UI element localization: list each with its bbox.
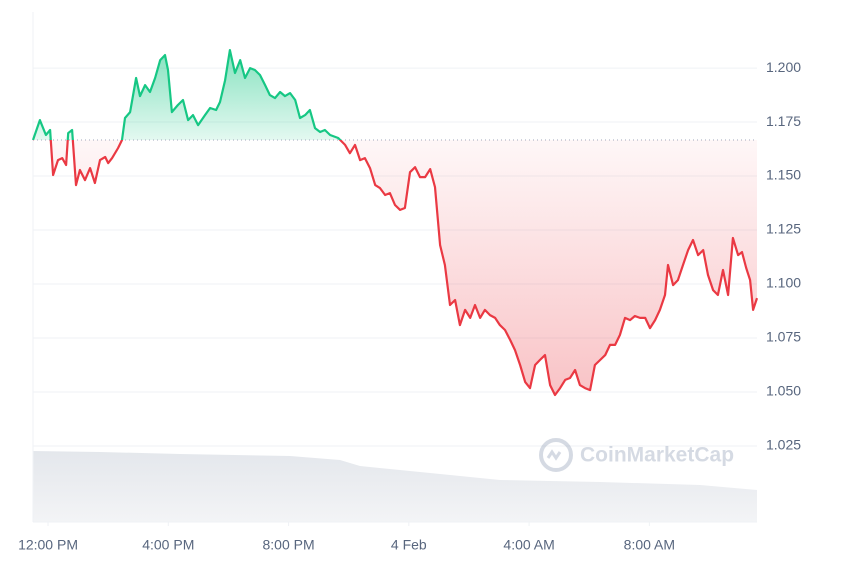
x-tick-label: 4:00 AM — [503, 537, 554, 553]
y-tick-label: 1.075 — [766, 329, 801, 345]
x-tick-label: 12:00 PM — [18, 537, 78, 553]
y-tick-label: 1.150 — [766, 167, 801, 183]
x-tick-label: 4 Feb — [391, 537, 427, 553]
y-tick-label: 1.100 — [766, 275, 801, 291]
x-tick-label: 8:00 AM — [624, 537, 675, 553]
x-tick-label: 4:00 PM — [142, 537, 194, 553]
x-tick-label: 8:00 PM — [262, 537, 314, 553]
watermark-text: CoinMarketCap — [580, 444, 734, 467]
y-tick-label: 1.050 — [766, 383, 801, 399]
volume-area — [33, 451, 757, 522]
y-tick-label: 1.200 — [766, 59, 801, 75]
price-area — [33, 50, 757, 395]
y-tick-label: 1.175 — [766, 113, 801, 129]
y-tick-label: 1.025 — [766, 437, 801, 453]
watermark: CoinMarketCap — [539, 438, 734, 472]
price-line — [31, 49, 759, 397]
y-tick-label: 1.125 — [766, 221, 801, 237]
